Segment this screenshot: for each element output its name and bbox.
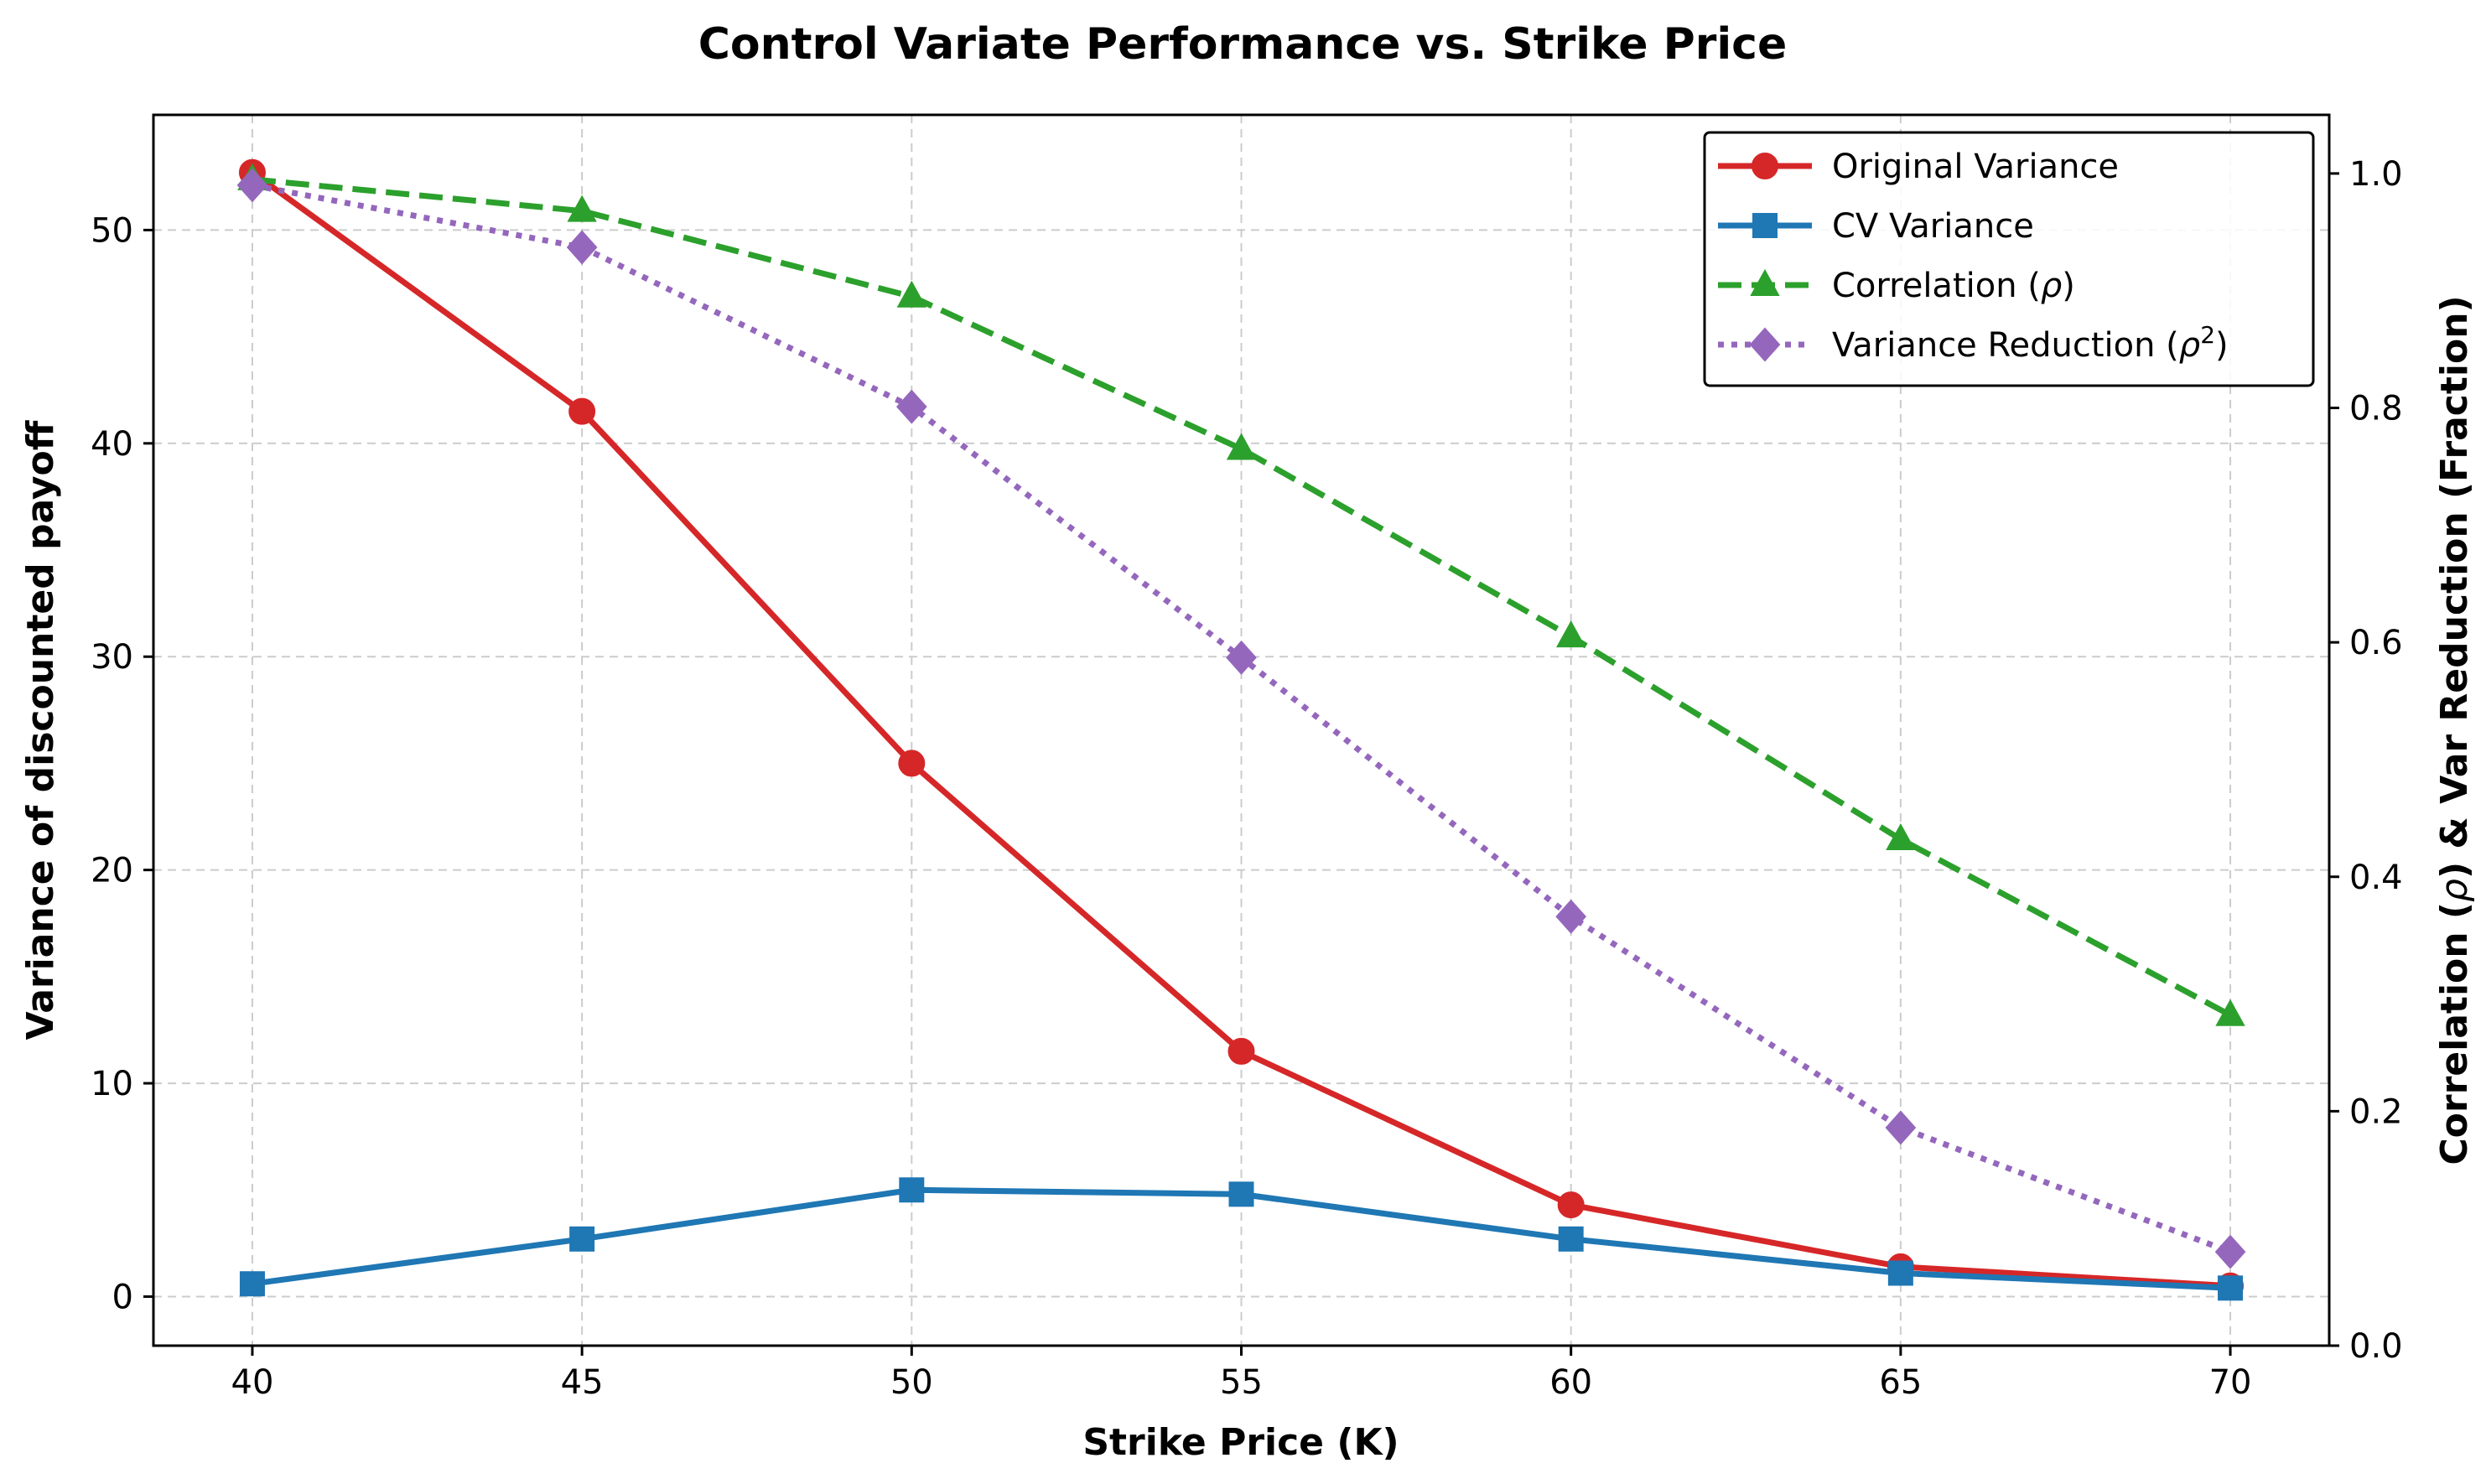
x-tick-label: 55 [1220,1363,1263,1402]
legend-label-part: ρ [2041,267,2062,305]
data-point [899,1177,925,1203]
y-axis-right-label-part-1: Correlation ( [2433,902,2476,1165]
y-right-tick-label: 0.2 [2349,1092,2403,1131]
data-point [567,195,597,222]
legend: Original Variance CV Variance Correlation … [1703,131,2315,387]
data-point [1558,1226,1584,1252]
legend-label-part: Correlation ( [1832,267,2041,305]
data-point [2214,1234,2246,1269]
data-point [2218,1275,2244,1301]
y-left-tick-label: 20 [91,852,133,890]
y-left-tick-label: 30 [91,638,133,677]
x-tick-label: 45 [561,1363,604,1402]
legend-label-part: ) [2062,267,2075,305]
y-left-tick-label: 0 [112,1278,133,1316]
data-point [1887,1260,1913,1286]
data-point [1226,640,1257,675]
legend-item-variance-reduction-2: Variance Reduction (ρ2) [1718,321,2229,366]
legend-marker [1749,327,1781,362]
series-variance-reduction-2 [236,168,2246,1269]
data-point [566,230,598,265]
series-cv-variance [239,1177,2244,1301]
ticks-layer: 40 45 50 55 60 65 70 0 10 20 30 40 50 0.0 0.2 0.4 0.6 0.8… [91,155,2403,1402]
legend-label-part: 2 [2200,321,2215,349]
y-right-tick-label: 0.8 [2349,390,2403,428]
chart-title: Control Variate Performance vs. Strike P… [698,19,1788,70]
data-point [1555,620,1586,648]
legend-label: CV Variance [1832,207,2034,246]
data-point [568,397,596,425]
y-axis-right-label-rho: ρ [2433,879,2476,902]
data-point [1885,1110,1917,1145]
x-tick-label: 70 [2209,1363,2252,1402]
y-right-tick-label: 1.0 [2349,155,2403,194]
legend-label: Variance Reduction (ρ2) [1832,321,2229,366]
legend-label: Correlation (ρ) [1832,267,2075,305]
legend-item-cv-variance: CV Variance [1718,207,2034,246]
data-point [1226,433,1257,460]
legend-label-part: Original Variance [1832,148,2119,186]
legend-item-original-variance: Original Variance [1718,148,2119,186]
legend-marker [1752,153,1778,179]
legend-label-part: ) [2215,326,2229,365]
data-point [2215,999,2245,1026]
data-point [569,1226,595,1252]
y-left-tick-label: 40 [91,425,133,464]
x-tick-label: 40 [231,1363,274,1402]
legend-marker [1752,213,1778,238]
data-point [1227,1037,1255,1065]
y-axis-left-label: Variance of discounted payoff [19,419,62,1040]
data-point [1555,899,1587,934]
data-point [898,750,926,777]
legend-marker [1750,268,1780,296]
legend-label-part: Variance Reduction ( [1832,326,2179,365]
legend-box [1703,131,2315,387]
grid-layer [153,115,2329,1346]
y-right-tick-label: 0.6 [2349,624,2403,662]
y-axis-right-label-part-3: ) & Var Reduction (Fraction) [2433,295,2476,879]
series-layer [236,158,2246,1301]
legend-label-part: ρ [2179,326,2200,365]
x-tick-label: 50 [890,1363,933,1402]
data-point [236,168,268,203]
data-point [896,280,927,308]
legend-item-correlation: Correlation (ρ) [1718,267,2075,305]
legend-label-part: CV Variance [1832,207,2034,246]
y-right-tick-label: 0.4 [2349,859,2403,897]
y-right-tick-label: 0.0 [2349,1327,2403,1366]
y-axis-right-label: Correlation (ρ) & Var Reduction (Fractio… [2433,295,2476,1165]
data-point [1886,822,1916,851]
data-point [1228,1181,1254,1207]
x-axis-label: Strike Price (K) [1082,1421,1399,1464]
x-tick-label: 60 [1549,1363,1592,1402]
y-left-tick-label: 50 [91,211,133,250]
x-tick-label: 65 [1879,1363,1922,1402]
y-left-tick-label: 10 [91,1065,133,1103]
data-point [1557,1191,1585,1219]
data-point [895,389,927,424]
data-point [239,1271,265,1297]
legend-label: Original Variance [1832,148,2119,186]
